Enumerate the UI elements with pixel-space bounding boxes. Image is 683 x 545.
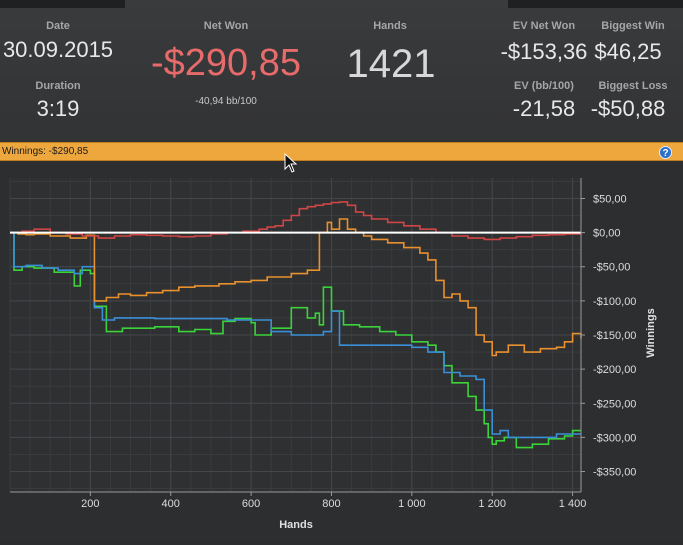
mouse-cursor-icon: [284, 153, 298, 173]
x-axis-label: Hands: [279, 519, 313, 531]
winnings-banner-text: Winnings: -$290,85: [2, 146, 89, 157]
y-axis: $50,00 $0,00 -$50,00 -$100,00 -$150,00 -$200,…: [580, 178, 636, 492]
ev-bb-label: EV (bb/100): [514, 80, 574, 92]
y-tick-label: -$300,00: [593, 432, 636, 444]
x-tick-label: 600: [242, 498, 260, 510]
x-tick-label: 1 400: [559, 498, 587, 510]
winnings-chart: 200 400 600 800 1 000 1 200 1 400 $50,00 $0,00 -…: [9, 178, 657, 531]
x-tick-label: 400: [162, 498, 180, 510]
x-axis: 200 400 600 800 1 000 1 200 1 400: [10, 491, 587, 510]
biggest-win-label: Biggest Win: [601, 20, 665, 32]
hands-value: 1421: [346, 42, 436, 86]
y-tick-label: -$50,00: [593, 262, 630, 274]
ev-net-won-label: EV Net Won: [512, 20, 576, 32]
net-won-label: Net Won: [203, 20, 249, 32]
x-tick-label: 800: [322, 498, 340, 510]
help-icon[interactable]: ?: [659, 146, 672, 159]
series-line-2: [10, 218, 582, 357]
stats-panel: Date 30.09.2015 Duration 3:19 Net Won -$…: [0, 0, 683, 142]
y-tick-label: -$150,00: [593, 330, 636, 342]
window-tab: [125, 0, 508, 8]
net-won-bb: -40,94 bb/100: [195, 96, 257, 107]
x-tick-label: 200: [81, 498, 99, 510]
x-tick-label: 1 200: [478, 498, 506, 510]
y-tick-label: $50,00: [593, 193, 627, 205]
y-tick-label: -$250,00: [593, 398, 636, 410]
net-won-value: -$290,85: [150, 42, 301, 84]
series-line-1: [10, 231, 581, 439]
x-tick-label: 1 000: [398, 498, 426, 510]
y-tick-label: -$200,00: [593, 364, 636, 376]
y-tick-label: $0,00: [593, 228, 621, 240]
duration-value: 3:19: [36, 96, 80, 121]
y-tick-label: -$350,00: [593, 467, 636, 479]
duration-label: Duration: [35, 80, 81, 92]
winnings-banner: Winnings: -$290,85 ?: [0, 142, 683, 161]
ev-bb-value: -21,58: [512, 96, 576, 121]
date-label: Date: [46, 20, 70, 32]
date-value: 30.09.2015: [2, 37, 114, 62]
biggest-win-value: $46,25: [594, 39, 662, 64]
biggest-loss-label: Biggest Loss: [598, 80, 668, 92]
y-axis-label: Winnings: [645, 308, 657, 357]
ev-net-won-value: -$153,36: [500, 39, 588, 64]
chart-area: 200 400 600 800 1 000 1 200 1 400 $50,00 $0,00 -…: [0, 161, 683, 540]
series-line-3: [10, 201, 582, 241]
biggest-loss-value: -$50,88: [590, 96, 666, 121]
hands-label: Hands: [373, 20, 407, 32]
y-tick-label: -$100,00: [593, 296, 636, 308]
series-lines: [10, 201, 582, 449]
